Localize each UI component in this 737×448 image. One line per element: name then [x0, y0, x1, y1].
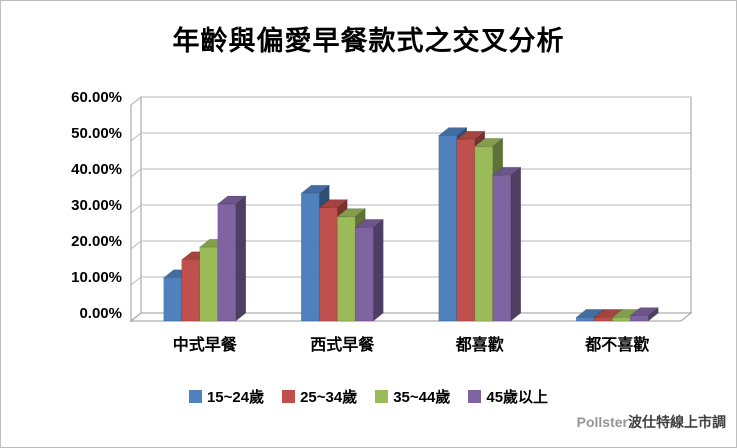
bar-front-face [336, 216, 356, 322]
legend-label: 25~34歲 [300, 389, 358, 406]
bar-front-face [456, 138, 476, 322]
gridline-side-wall [130, 132, 142, 142]
gridline-side-wall [130, 168, 142, 178]
y-axis-label: 60.00% [71, 89, 122, 106]
bar-front-face [593, 317, 613, 322]
legend-item: 15~24歲 [188, 386, 265, 407]
legend-item: 25~34歲 [282, 386, 357, 407]
bar-front-face [181, 259, 201, 322]
y-axis-label: 30.00% [71, 197, 122, 214]
bar-front-face [611, 317, 631, 322]
bar-front-face [438, 135, 458, 322]
gridline-side-wall [130, 276, 142, 286]
legend-label: 45歲以上 [486, 389, 549, 406]
watermark: Pollster波仕特線上市調 [577, 412, 726, 432]
bar-side-face [235, 195, 247, 322]
legend-label: 35~44歲 [393, 389, 451, 406]
bar-front-face [474, 146, 494, 322]
watermark-name: 波仕特線上市調 [628, 414, 726, 430]
bar-front-face [318, 207, 338, 322]
bar-front-face [217, 203, 237, 322]
x-axis-category-label: 都不喜歡 [584, 335, 649, 354]
bar-front-face [163, 277, 183, 322]
y-axis-label: 0.00% [79, 305, 122, 322]
y-axis-label: 20.00% [71, 233, 122, 250]
gridline-side-wall [130, 240, 142, 250]
y-axis-label: 10.00% [71, 269, 122, 286]
legend-swatch [188, 390, 202, 403]
y-axis-label: 50.00% [71, 125, 122, 142]
bar-side-face [510, 166, 522, 322]
bar-front-face [492, 174, 512, 322]
x-axis-category-label: 都喜歡 [455, 335, 504, 354]
legend-label: 15~24歲 [206, 389, 265, 406]
chart-title: 年齡與偏愛早餐款式之交叉分析 [172, 26, 565, 57]
gridline-side-wall [130, 204, 142, 214]
legend-item: 45歲以上 [468, 386, 548, 407]
bar-side-face [372, 218, 384, 322]
legend-swatch [468, 390, 482, 403]
x-axis-category-label: 中式早餐 [173, 335, 238, 354]
bar-front-face [300, 192, 320, 322]
gridline-side-wall [130, 96, 142, 106]
legend-item: 35~44歲 [375, 386, 450, 407]
bar-front-face [199, 246, 219, 322]
y-axis-label: 40.00% [71, 161, 122, 178]
watermark-brand: Pollster [576, 414, 628, 430]
bar-front-face [575, 317, 595, 322]
bar-front-face [354, 227, 374, 322]
legend: 15~24歲 25~34歲 35~44歲 45歲以上 [1, 386, 736, 407]
legend-swatch [375, 390, 389, 403]
x-axis-category-label: 西式早餐 [310, 335, 375, 354]
legend-swatch [282, 390, 296, 403]
bar-front-face [629, 315, 649, 322]
